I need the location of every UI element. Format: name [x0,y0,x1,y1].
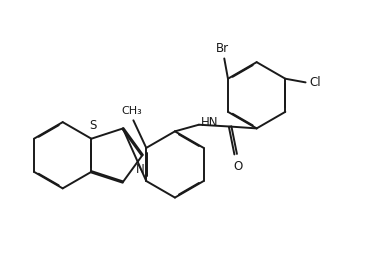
Text: N: N [136,163,145,176]
Text: HN: HN [201,116,218,130]
Text: Cl: Cl [309,76,321,89]
Text: O: O [233,160,242,173]
Text: S: S [90,119,97,132]
Text: CH₃: CH₃ [121,106,142,116]
Text: Br: Br [216,42,229,55]
